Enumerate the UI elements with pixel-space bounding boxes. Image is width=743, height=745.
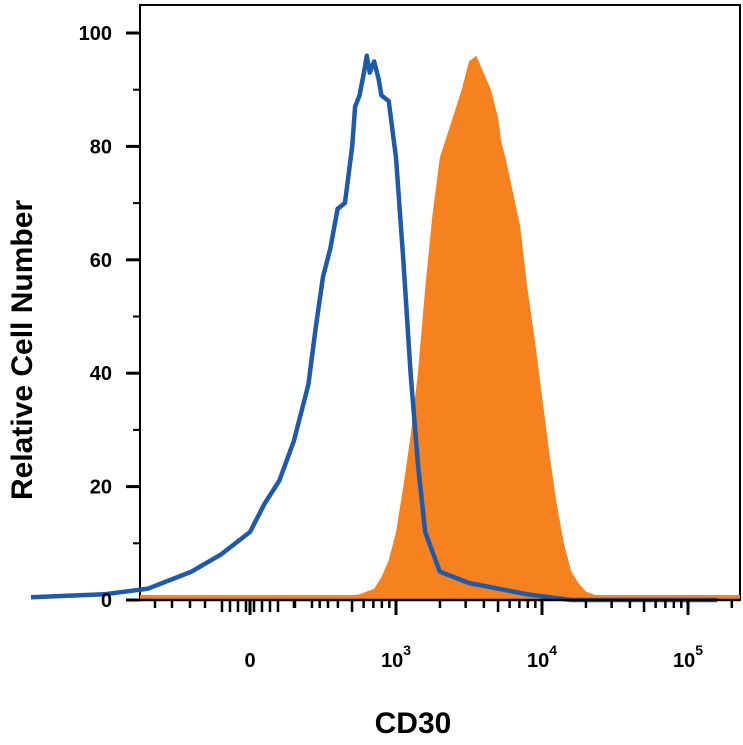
x-tick-label: 103 [381, 642, 411, 672]
y-tick-label: 20 [90, 477, 112, 499]
y-axis-title: Relative Cell Number [6, 200, 39, 500]
isotype-control-histogram [30, 53, 718, 603]
y-tick-label: 40 [90, 363, 112, 385]
x-tick-label: 104 [527, 642, 557, 672]
x-tick-label: 0 [244, 650, 255, 672]
x-axis: 0 103 104 105 [153, 600, 734, 672]
filled-series-area [340, 55, 681, 600]
y-tick-label: 0 [101, 590, 112, 612]
y-tick-label: 60 [90, 250, 112, 272]
line-series-path [30, 53, 718, 603]
y-axis: 0 20 40 60 80 100 [79, 23, 140, 612]
y-tick-label: 80 [90, 136, 112, 158]
cd30-stained-histogram [140, 55, 740, 600]
x-axis-title: CD30 [375, 707, 452, 740]
x-tick-label: 105 [673, 642, 703, 672]
y-tick-label: 100 [79, 23, 112, 45]
